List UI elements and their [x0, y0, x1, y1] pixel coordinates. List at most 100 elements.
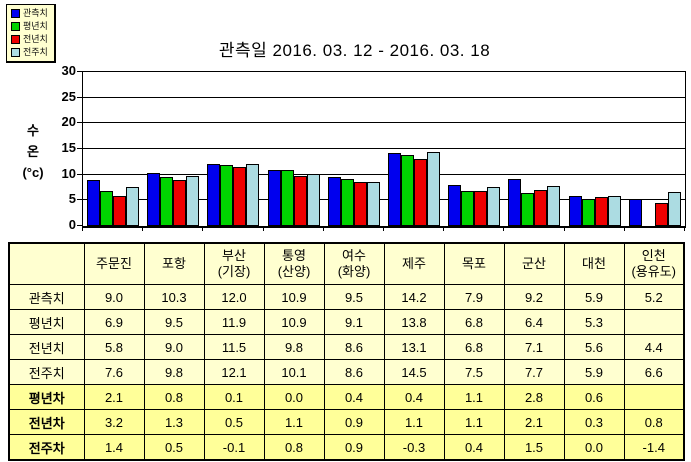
- bar: [233, 167, 247, 226]
- y-tick-label: 30: [61, 63, 76, 78]
- bar: [581, 199, 595, 226]
- value-cell: 7.9: [443, 284, 505, 310]
- table-row: 관측치 9.0 10.3 12.0 10.9 9.5 14.2 7.9 9.2 5.9 5.2: [8, 284, 685, 310]
- bar-group: [504, 72, 564, 226]
- bar: [414, 159, 428, 226]
- value-cell: 8.6: [323, 359, 385, 385]
- value-cell: 5.2: [623, 284, 685, 310]
- y-axis-title-line: 온: [27, 144, 39, 159]
- bar: [267, 170, 281, 226]
- value-cell: 9.0: [143, 334, 205, 360]
- data-table: 주문진 포항 부산 (기장) 통영 (산양) 여수 (화양) 제주 목포 군산 대천 인천 (용유…: [8, 242, 685, 461]
- value-cell: 9.5: [323, 284, 385, 310]
- value-cell: 7.1: [503, 334, 565, 360]
- value-cell: 2.1: [83, 384, 145, 410]
- y-tick-label: 15: [61, 140, 76, 155]
- y-tick-label: 5: [68, 191, 76, 207]
- value-cell: 2.1: [503, 409, 565, 435]
- bar-group: [83, 72, 143, 226]
- value-cell: 9.2: [503, 284, 565, 310]
- y-tick-mark: [77, 122, 83, 124]
- y-tick-mark: [77, 173, 83, 175]
- legend-item: 전주치: [11, 47, 48, 58]
- value-cell: [623, 309, 685, 335]
- legend-color-swatch-icon: [11, 35, 20, 44]
- legend-item: 전년치: [11, 34, 48, 45]
- y-tick-label: 20: [61, 114, 76, 130]
- bar: [401, 155, 415, 226]
- y-tick-mark: [77, 148, 83, 149]
- value-cell: 0.9: [323, 409, 385, 435]
- x-tick-mark: [202, 227, 203, 231]
- row-label: 관측치: [8, 284, 85, 310]
- station-header: 인천 (용유도): [623, 242, 685, 285]
- x-tick-mark: [684, 227, 685, 231]
- legend-label: 관측치: [23, 8, 48, 18]
- station-header: 제주: [383, 242, 445, 285]
- bar: [667, 192, 681, 226]
- x-tick-mark: [263, 227, 264, 231]
- y-tick-mark: [77, 199, 83, 201]
- value-cell: 7.7: [503, 359, 565, 385]
- table-row: 전년치 5.8 9.0 11.5 9.8 8.6 13.1 6.8 7.1 5.6 4.4: [8, 334, 685, 360]
- bar: [487, 187, 501, 226]
- y-axis-title-line: 수: [27, 123, 39, 138]
- y-tick-label: 0: [68, 217, 76, 232]
- value-cell: 14.5: [383, 359, 445, 385]
- value-cell: 6.4: [503, 309, 565, 335]
- value-cell: 0.3: [563, 409, 625, 435]
- value-cell: 9.0: [83, 284, 145, 310]
- value-cell: 2.8: [503, 384, 565, 410]
- bar: [353, 182, 367, 226]
- bar: [280, 170, 294, 226]
- bar-group: [324, 72, 384, 226]
- value-cell: 0.8: [263, 434, 325, 461]
- gridline: [83, 122, 685, 124]
- value-cell: -0.3: [383, 434, 445, 461]
- bar: [607, 196, 621, 226]
- value-cell: 0.4: [443, 434, 505, 461]
- bar: [160, 177, 174, 226]
- legend-color-swatch-icon: [11, 9, 20, 18]
- table-row: 평년차 2.1 0.8 0.1 0.0 0.4 0.4 1.1 2.8 0.6: [8, 384, 685, 410]
- gridline: [83, 199, 685, 201]
- value-cell: 9.8: [263, 334, 325, 360]
- value-cell: 12.0: [203, 284, 265, 310]
- bar: [366, 182, 380, 226]
- bar: [113, 196, 127, 226]
- legend-item: 관측치: [11, 8, 48, 19]
- value-cell: 8.6: [323, 334, 385, 360]
- bar: [474, 191, 488, 226]
- value-cell: 0.4: [383, 384, 445, 410]
- x-tick-mark: [383, 227, 384, 231]
- chart-legend: 관측치 평년치 전년치 전주치: [6, 4, 56, 63]
- value-cell: 11.5: [203, 334, 265, 360]
- value-cell: 5.6: [563, 334, 625, 360]
- x-tick-mark: [142, 227, 143, 231]
- value-cell: 6.9: [83, 309, 145, 335]
- value-cell: 11.9: [203, 309, 265, 335]
- table-row: 전주차 1.4 0.5 -0.1 0.8 0.9 -0.3 0.4 1.5 0.0 -1.4: [8, 434, 685, 461]
- bar: [100, 191, 114, 226]
- bar: [547, 186, 561, 226]
- plot-area: [82, 71, 686, 228]
- bar: [521, 193, 535, 226]
- x-tick-mark: [443, 227, 444, 231]
- value-cell: 6.8: [443, 309, 505, 335]
- value-cell: 6.6: [623, 359, 685, 385]
- station-header: 군산: [503, 242, 565, 285]
- row-label: 평년치: [8, 309, 85, 335]
- bar-group: [143, 72, 203, 226]
- table-corner-cell: [8, 242, 85, 285]
- value-cell: 3.2: [83, 409, 145, 435]
- gridline: [83, 96, 685, 98]
- row-label: 전년차: [8, 409, 85, 435]
- bar: [207, 164, 221, 226]
- bar-group: [625, 72, 685, 226]
- value-cell: 10.9: [263, 309, 325, 335]
- row-label: 전주치: [8, 359, 85, 385]
- value-cell: 10.3: [143, 284, 205, 310]
- legend-color-swatch-icon: [11, 22, 20, 31]
- value-cell: 9.8: [143, 359, 205, 385]
